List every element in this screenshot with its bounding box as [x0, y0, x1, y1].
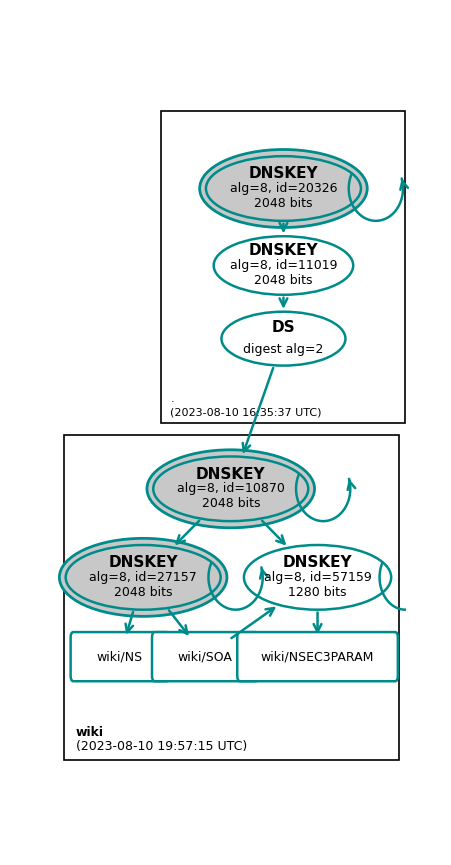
FancyBboxPatch shape [237, 632, 398, 682]
Text: DNSKEY: DNSKEY [249, 166, 318, 182]
Text: DNSKEY: DNSKEY [108, 555, 178, 570]
Ellipse shape [60, 538, 227, 617]
Text: wiki/SOA: wiki/SOA [178, 650, 233, 663]
Ellipse shape [66, 545, 221, 610]
Text: (2023-08-10 16:35:37 UTC): (2023-08-10 16:35:37 UTC) [170, 408, 322, 418]
Text: digest alg=2: digest alg=2 [243, 343, 324, 356]
FancyBboxPatch shape [161, 112, 405, 423]
Text: 1280 bits: 1280 bits [288, 586, 347, 599]
Text: DNSKEY: DNSKEY [283, 555, 352, 570]
Text: alg=8, id=10870: alg=8, id=10870 [177, 483, 285, 496]
Text: 2048 bits: 2048 bits [254, 196, 313, 209]
Ellipse shape [214, 236, 353, 295]
Text: alg=8, id=20326: alg=8, id=20326 [230, 182, 337, 195]
Ellipse shape [147, 450, 314, 528]
Text: 2048 bits: 2048 bits [202, 497, 260, 510]
Text: alg=8, id=57159: alg=8, id=57159 [264, 571, 372, 584]
Ellipse shape [200, 150, 367, 227]
Text: wiki: wiki [76, 726, 104, 739]
Text: 2048 bits: 2048 bits [114, 586, 172, 599]
Text: DNSKEY: DNSKEY [249, 243, 318, 259]
Text: alg=8, id=11019: alg=8, id=11019 [230, 259, 337, 272]
FancyBboxPatch shape [71, 632, 169, 682]
Text: .: . [170, 394, 174, 404]
Text: DS: DS [272, 321, 295, 336]
Text: DNSKEY: DNSKEY [196, 466, 266, 482]
FancyBboxPatch shape [152, 632, 258, 682]
Text: wiki/NSEC3PARAM: wiki/NSEC3PARAM [261, 650, 374, 663]
FancyBboxPatch shape [64, 435, 399, 759]
Ellipse shape [244, 545, 391, 610]
Text: wiki/NS: wiki/NS [97, 650, 143, 663]
Text: (2023-08-10 19:57:15 UTC): (2023-08-10 19:57:15 UTC) [76, 740, 247, 753]
Ellipse shape [153, 457, 308, 521]
Ellipse shape [206, 157, 361, 221]
Text: alg=8, id=27157: alg=8, id=27157 [89, 571, 197, 584]
Ellipse shape [221, 311, 345, 366]
Text: 2048 bits: 2048 bits [254, 273, 313, 286]
